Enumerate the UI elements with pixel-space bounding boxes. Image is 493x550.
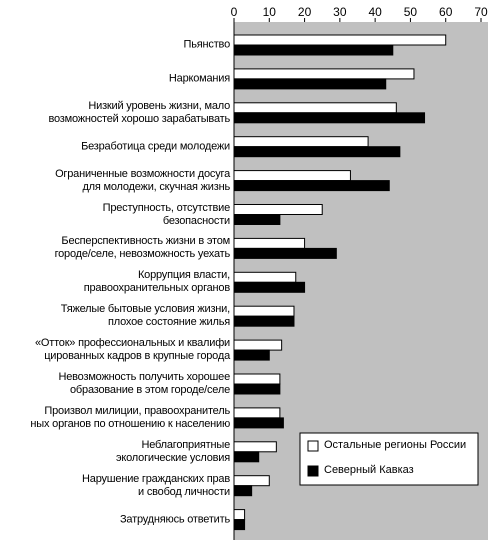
- legend-box: [299, 432, 479, 486]
- category-label: Ограниченные возможности досуга для моло…: [55, 167, 230, 193]
- x-tick-label: 0: [231, 5, 238, 19]
- bar: [233, 475, 270, 487]
- bar: [233, 441, 277, 453]
- x-tick-label: 30: [333, 5, 347, 19]
- bar: [233, 451, 260, 463]
- bar: [233, 170, 351, 182]
- category-label: Преступность, отсутствие безопасности: [102, 201, 231, 227]
- bar: [233, 68, 415, 80]
- bar: [233, 383, 281, 395]
- category-label: Пьянство: [183, 38, 231, 51]
- category-label: Безработица среди молодежи: [81, 140, 230, 153]
- bar: [233, 417, 284, 429]
- bar: [233, 315, 295, 327]
- category-label: «Отток» профессиональных и квалифи циров…: [34, 337, 230, 363]
- legend-swatch: [307, 465, 319, 477]
- bar: [233, 78, 387, 90]
- category-label: Неблагоприятные экологические условия: [115, 438, 230, 464]
- bar: [233, 180, 390, 192]
- bar: [233, 407, 281, 419]
- legend-label: Северный Кавказ: [324, 464, 414, 476]
- bar: [233, 305, 295, 317]
- bar: [233, 339, 283, 351]
- bar: [233, 373, 281, 385]
- legend-label: Остальные регионы России: [324, 439, 467, 451]
- category-label: Низкий уровень жизни, мало возможностей …: [48, 99, 230, 125]
- bar: [233, 204, 323, 215]
- bar: [233, 237, 306, 249]
- bar: [233, 214, 281, 225]
- x-tick-label: 40: [368, 5, 382, 19]
- category-label: Коррупция власти, правоохранительных орг…: [83, 269, 230, 295]
- category-label: Бесперспективность жизни в этом городе/с…: [54, 235, 231, 261]
- category-label: Наркомания: [168, 72, 230, 85]
- x-tick-label: 10: [263, 5, 277, 19]
- bar: [233, 247, 337, 259]
- bar: [233, 281, 306, 293]
- x-tick-label: 20: [298, 5, 312, 19]
- bar: [233, 44, 394, 56]
- category-label: Произвол милиции, правоохранитель ных ор…: [30, 404, 230, 430]
- bar: [233, 485, 253, 497]
- bar: [233, 349, 270, 361]
- bar: [233, 271, 297, 283]
- bar: [233, 102, 397, 114]
- category-label: Нарушение гражданских прав и свобод личн…: [82, 472, 230, 498]
- x-tick-label: 70: [474, 5, 488, 19]
- category-label: Тяжелые бытовые условия жизни, плохое со…: [60, 303, 230, 329]
- bar: [233, 34, 447, 46]
- category-label: Затрудняюсь ответить: [119, 513, 230, 526]
- bar: [233, 136, 369, 148]
- x-tick-label: 60: [439, 5, 453, 19]
- x-tick-label: 50: [404, 5, 418, 19]
- legend-swatch: [307, 440, 319, 452]
- bar: [233, 146, 401, 158]
- bar: [233, 509, 246, 521]
- bar: [233, 519, 246, 531]
- bar: [233, 112, 426, 124]
- category-label: Невозможность получить хорошее образован…: [58, 371, 231, 396]
